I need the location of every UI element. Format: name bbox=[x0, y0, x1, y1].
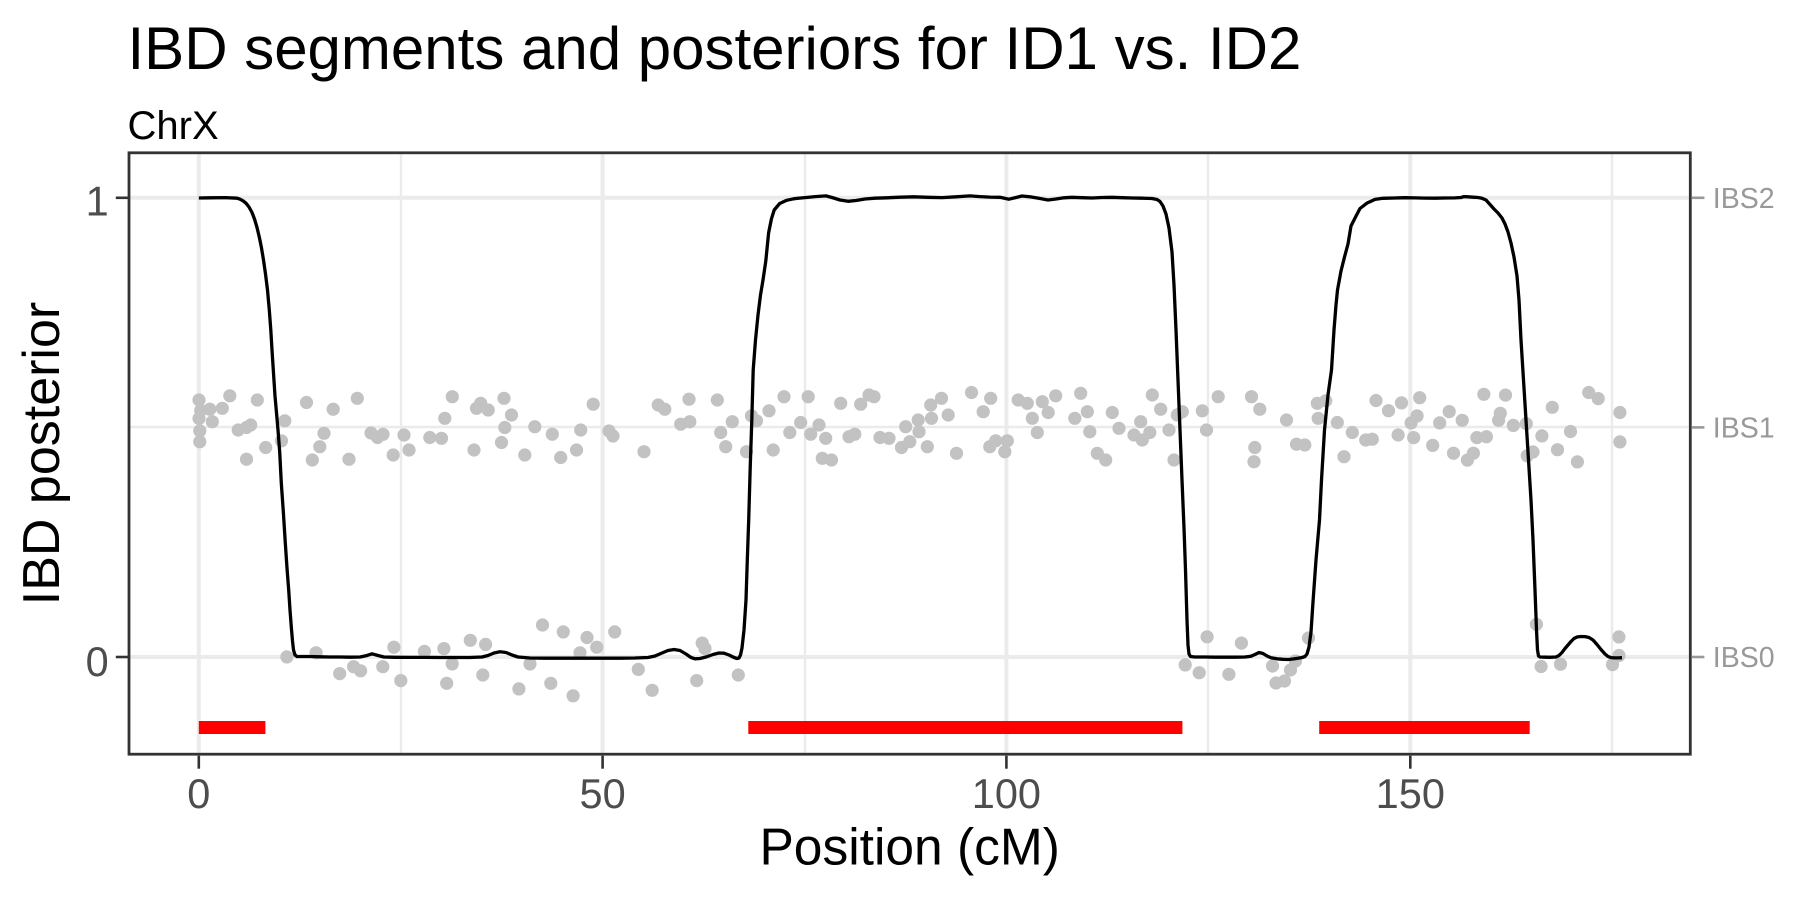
svg-text:Position (cM): Position (cM) bbox=[759, 817, 1059, 875]
svg-text:0: 0 bbox=[86, 638, 109, 685]
svg-text:IBS1: IBS1 bbox=[1713, 412, 1775, 444]
svg-text:IBS0: IBS0 bbox=[1713, 642, 1775, 674]
svg-text:150: 150 bbox=[1376, 770, 1445, 817]
svg-text:IBD segments and posteriors fo: IBD segments and posteriors for ID1 vs. … bbox=[128, 15, 1302, 82]
svg-text:0: 0 bbox=[187, 770, 210, 817]
svg-text:1: 1 bbox=[86, 178, 109, 225]
svg-text:IBD posterior: IBD posterior bbox=[13, 302, 71, 605]
svg-text:ChrX: ChrX bbox=[128, 104, 219, 148]
svg-text:100: 100 bbox=[972, 770, 1041, 817]
svg-text:50: 50 bbox=[580, 770, 626, 817]
svg-text:IBS2: IBS2 bbox=[1713, 183, 1775, 215]
